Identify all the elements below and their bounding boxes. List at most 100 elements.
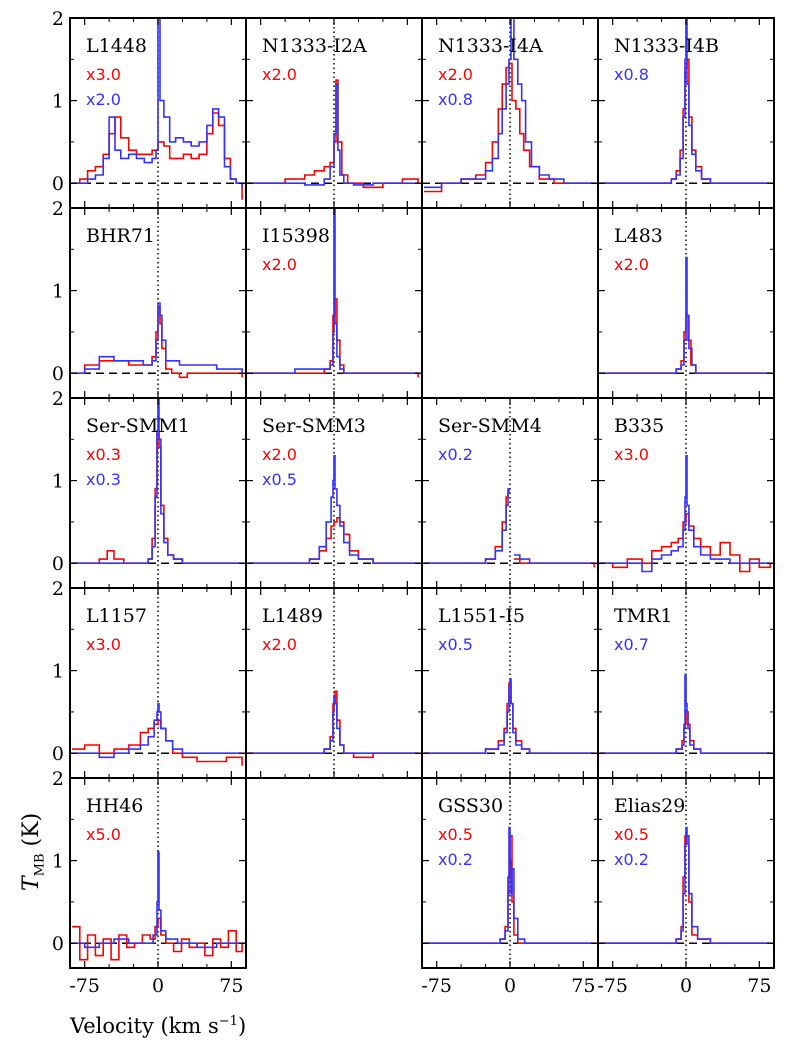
panel-source-name: L1157 bbox=[86, 605, 147, 627]
x-tick-label: 0 bbox=[152, 975, 164, 997]
red-spectrum-line bbox=[600, 314, 771, 374]
panel-source-name: N1333-I4B bbox=[614, 35, 719, 57]
blue-spectrum-line bbox=[248, 455, 419, 564]
panel-frame bbox=[69, 777, 247, 969]
spectra-group bbox=[248, 208, 419, 378]
panel-ser-smm1: Ser-SMM1 x0.3 x0.3 bbox=[69, 397, 247, 589]
red-spectrum-line bbox=[72, 719, 243, 766]
scale-factor-label: x0.5 bbox=[262, 470, 297, 489]
y-tick-label: 1 bbox=[52, 661, 64, 683]
panel-source-name: L1551-I5 bbox=[438, 605, 525, 627]
y-tick-label: 1 bbox=[52, 91, 64, 113]
y-tick-label: 0 bbox=[52, 363, 64, 385]
panel-source-name: L1489 bbox=[262, 605, 323, 627]
spectra-group bbox=[248, 455, 419, 564]
scale-factor-label: x0.2 bbox=[438, 445, 473, 464]
scale-factor-label: x0.8 bbox=[614, 65, 649, 84]
panel-source-name: N1333-I2A bbox=[262, 35, 367, 57]
blue-spectrum-line bbox=[600, 455, 771, 573]
blue-spectrum-line bbox=[600, 18, 771, 184]
x-tick-label: -75 bbox=[597, 975, 628, 997]
x-tick-label: 0 bbox=[680, 975, 692, 997]
scale-factor-label: x0.7 bbox=[614, 635, 649, 654]
spectra-group bbox=[600, 256, 771, 374]
spectra-group bbox=[424, 488, 595, 568]
spectra-group bbox=[72, 18, 243, 200]
panel-source-name: N1333-I4A bbox=[438, 35, 543, 57]
y-tick-label: 2 bbox=[52, 578, 64, 600]
scale-factor-label: x2.0 bbox=[262, 635, 297, 654]
blue-spectrum-line bbox=[600, 826, 771, 944]
red-spectrum-line bbox=[72, 112, 243, 200]
panel-source-name: Ser-SMM4 bbox=[438, 415, 542, 437]
spectra-group bbox=[600, 826, 771, 944]
panel-source-name: GSS30 bbox=[438, 795, 503, 817]
panel-source-name: B335 bbox=[614, 415, 664, 437]
panel-source-name: HH46 bbox=[86, 795, 143, 817]
blue-spectrum-line bbox=[424, 678, 595, 754]
panel-i15398: I15398 x2.0 bbox=[245, 207, 423, 399]
panel-source-name: Ser-SMM3 bbox=[262, 415, 366, 437]
blue-spectrum-line bbox=[248, 83, 419, 186]
blue-spectrum-line bbox=[424, 488, 510, 564]
x-tick-label: 75 bbox=[571, 975, 595, 997]
panel-frame bbox=[597, 777, 775, 969]
y-tick-label: 1 bbox=[52, 851, 64, 873]
spectra-group bbox=[72, 851, 243, 961]
blue-spectrum-line bbox=[424, 826, 595, 944]
spectra-group bbox=[424, 678, 595, 754]
blue-spectrum-line bbox=[72, 398, 243, 564]
panel-l1489: L1489 x2.0 bbox=[245, 587, 423, 779]
red-spectrum-line bbox=[72, 917, 243, 961]
blue-spectrum-line bbox=[600, 256, 771, 374]
red-spectrum-line bbox=[248, 517, 419, 564]
scale-factor-label: x3.0 bbox=[86, 65, 121, 84]
panel-source-name: Ser-SMM1 bbox=[86, 415, 190, 437]
x-tick-label: -75 bbox=[421, 975, 452, 997]
spectra-group bbox=[248, 690, 419, 759]
y-tick-label: 0 bbox=[52, 173, 64, 195]
spectra-group bbox=[600, 18, 771, 184]
x-axis-label: Velocity (km s−1) bbox=[70, 1014, 247, 1038]
spectra-group bbox=[72, 702, 243, 766]
panel-n1333-i4a: N1333-I4A x2.0 x0.8 bbox=[421, 17, 599, 209]
panel-bhr71: BHR71 bbox=[69, 207, 247, 399]
y-tick-label: 2 bbox=[52, 8, 64, 30]
x-tick-label: 75 bbox=[219, 975, 243, 997]
panel-source-name: I15398 bbox=[262, 225, 330, 247]
spectra-group bbox=[72, 302, 243, 379]
panel-l1448: L1448 x3.0 x2.0 bbox=[69, 17, 247, 209]
blue-spectrum-line bbox=[72, 702, 243, 759]
y-tick-label: 1 bbox=[52, 471, 64, 493]
scale-factor-label: x3.0 bbox=[614, 445, 649, 464]
scale-factor-label: x0.2 bbox=[614, 850, 649, 869]
scale-factor-label: x2.0 bbox=[86, 90, 121, 109]
panel-source-name: L483 bbox=[614, 225, 663, 247]
spectra-group bbox=[424, 826, 595, 944]
spectra-group bbox=[600, 455, 771, 573]
scale-factor-label: x0.5 bbox=[438, 635, 473, 654]
panel-l1551-i5: L1551-I5 x0.5 bbox=[421, 587, 599, 779]
y-tick-label: 0 bbox=[52, 743, 64, 765]
x-tick-label: 0 bbox=[504, 975, 516, 997]
panel-gss30: GSS30 x0.5 x0.2 bbox=[421, 777, 599, 969]
scale-factor-label: x2.0 bbox=[262, 255, 297, 274]
scale-factor-label: x0.5 bbox=[614, 825, 649, 844]
panel-source-name: BHR71 bbox=[86, 225, 155, 247]
panel-source-name: Elias29 bbox=[614, 795, 685, 817]
scale-factor-label: x2.0 bbox=[614, 255, 649, 274]
spectra-group bbox=[72, 398, 243, 564]
panel-elias29: Elias29 x0.5 x0.2 bbox=[597, 777, 775, 969]
scale-factor-label: x0.5 bbox=[438, 825, 473, 844]
panel-hh46: HH46 x5.0 bbox=[69, 777, 247, 969]
y-axis-label: TMB (K) bbox=[19, 812, 48, 891]
panel-source-name: TMR1 bbox=[614, 605, 673, 627]
scale-factor-label: x2.0 bbox=[438, 65, 473, 84]
panel-source-name: L1448 bbox=[86, 35, 147, 57]
scale-factor-label: x0.3 bbox=[86, 470, 121, 489]
y-tick-label: 0 bbox=[52, 553, 64, 575]
scale-factor-label: x5.0 bbox=[86, 825, 121, 844]
scale-factor-label: x2.0 bbox=[262, 445, 297, 464]
panel-ser-smm3: Ser-SMM3 x2.0 x0.5 bbox=[245, 397, 423, 589]
